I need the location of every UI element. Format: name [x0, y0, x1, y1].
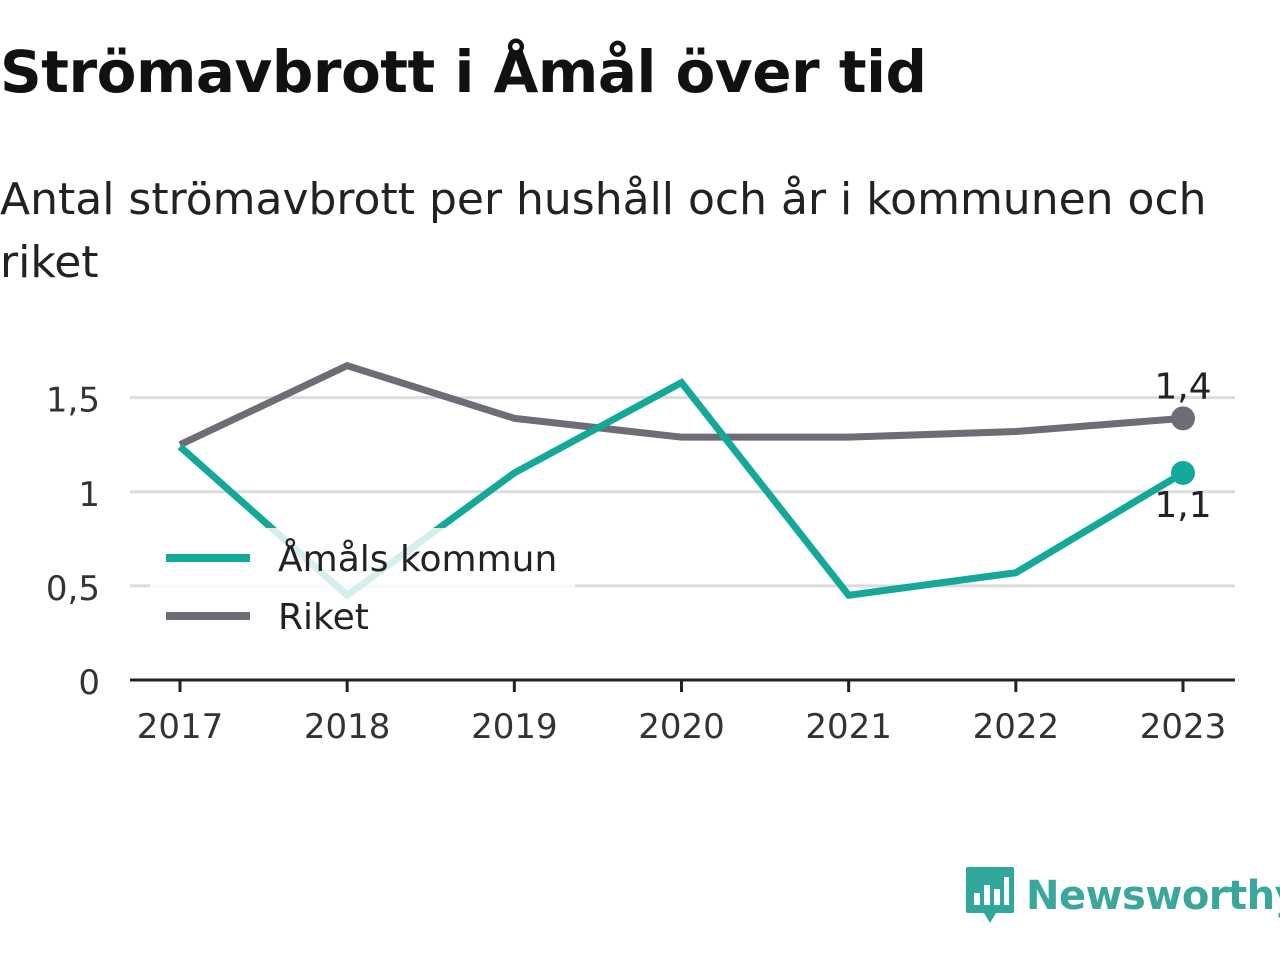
- x-axis: 2017 2018 2019 2020 2021 2022 2023: [130, 678, 1235, 747]
- end-labels: 1,4 1,1: [1154, 366, 1211, 526]
- series-end-point: [1171, 406, 1195, 431]
- chart-subtitle: Antal strömavbrott per hushåll och år i …: [0, 174, 1207, 288]
- chart-title: Strömavbrott i Åmål över tid: [0, 38, 927, 106]
- y-tick-label: 0,5: [46, 569, 100, 609]
- series-line-1: [178, 361, 1184, 448]
- legend-label: Åmåls kommun: [278, 537, 557, 580]
- brand-name: Newsworthy: [1026, 873, 1280, 919]
- newsworthy-logo-icon: [966, 867, 1014, 923]
- series-end-point: [1171, 460, 1195, 485]
- x-tick-label: 2017: [137, 707, 224, 747]
- x-tick-label: 2019: [471, 707, 558, 747]
- end-label-kommun: 1,1: [1154, 485, 1211, 526]
- y-axis-ticks: 0 0,5 1 1,5: [46, 381, 100, 703]
- brand-logo: Newsworthy: [964, 864, 1280, 928]
- x-tick-label: 2018: [304, 707, 391, 747]
- x-tick-label: 2021: [805, 707, 892, 747]
- legend-label: Riket: [278, 597, 369, 638]
- y-tick-label: 1: [78, 475, 100, 515]
- x-tick-label: 2022: [973, 707, 1060, 747]
- legend-background: [150, 528, 575, 646]
- x-tick-label: 2020: [638, 707, 725, 747]
- legend: Åmåls kommun Riket: [150, 528, 575, 646]
- end-label-riket: 1,4: [1154, 366, 1211, 407]
- x-tick-label: 2023: [1140, 707, 1227, 747]
- y-tick-label: 0: [78, 663, 100, 703]
- y-tick-label: 1,5: [46, 381, 100, 421]
